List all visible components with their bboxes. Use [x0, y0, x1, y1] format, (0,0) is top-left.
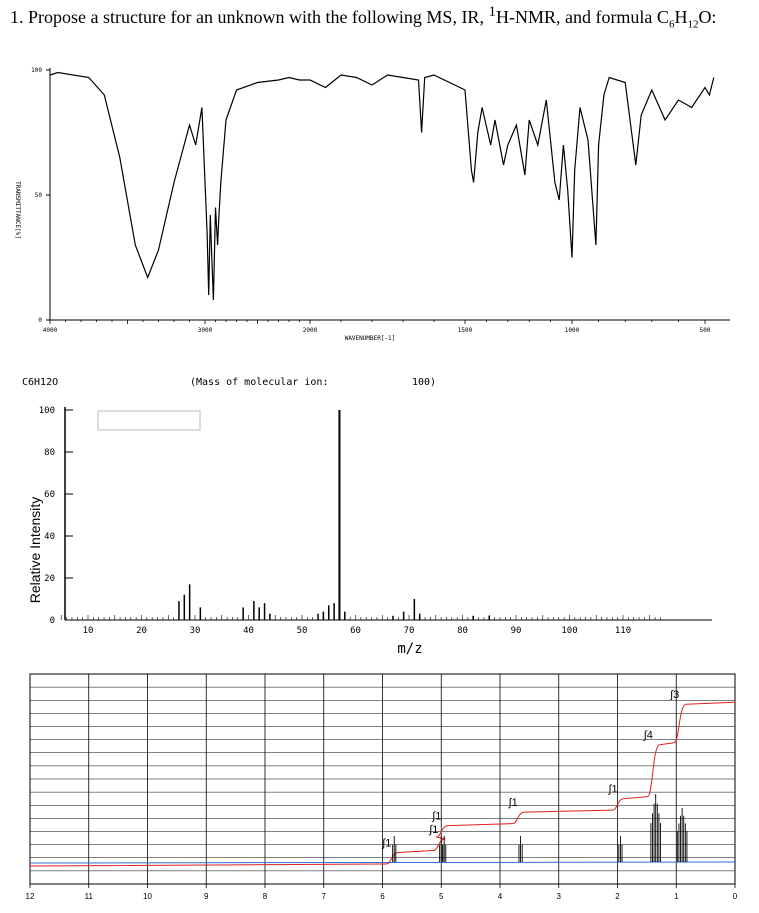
ms-x-tick-label: 20	[136, 626, 147, 636]
nmr-x-tick-label: 6	[380, 892, 385, 901]
formula-c-count: 6	[668, 18, 675, 31]
mass-spectrum: C6H12O (Mass of molecular ion: 100) Rela…	[22, 377, 712, 657]
ms-ylabel: Relative Intensity	[27, 497, 43, 604]
nmr-baseline	[29, 861, 736, 864]
nmr-x-tick-label: 0	[733, 892, 738, 901]
ms-blank-box	[97, 410, 201, 431]
ir-x-tick-label: 1500	[458, 327, 473, 334]
ir-y-axis: 100 50 0	[31, 67, 51, 324]
formula-h-count: 12	[687, 18, 699, 31]
nmr-integral-label: ∫4	[643, 730, 653, 742]
nmr-x-tick-label: 4	[498, 892, 503, 901]
formula-o: O:	[698, 7, 717, 27]
nmr-x-tick-label: 9	[204, 892, 209, 901]
ir-ylabel: TRANSMITTANCE[%]	[14, 181, 21, 239]
ms-x-tick-label: 60	[350, 626, 361, 636]
nmr-integral-label: ∫1	[428, 824, 438, 836]
ir-x-tick-label: 2000	[303, 327, 318, 334]
ms-x-tick-label: 80	[457, 626, 468, 636]
ms-y-tick-label: 60	[44, 490, 55, 500]
formula-h: H	[674, 7, 688, 27]
nmr-integral-label: ∫1	[431, 811, 441, 823]
nmr-x-tick-label: 12	[26, 892, 35, 901]
ir-x-tick-label: 4000	[43, 327, 58, 334]
ir-y-tick-label: 100	[31, 67, 42, 74]
nmr-integral-label: ∫3	[669, 689, 679, 701]
nmr-x-tick-label: 1	[674, 892, 679, 901]
nmr-spectrum: ∫1∫1∫1∫1∫1∫4∫3 12 11 10 9 8 7 6 5 4 3 2 1 0	[26, 673, 738, 901]
nmr-integral-label: ∫1	[508, 797, 518, 809]
nmr-x-tick-label: 10	[143, 892, 152, 901]
ms-y-axis: 0 20 40 60 80 100	[39, 406, 73, 626]
ms-y-tick-label: 0	[50, 616, 55, 626]
ir-x-tick-label: 1000	[565, 327, 580, 334]
nmr-x-tick-label: 2	[615, 892, 620, 901]
ms-xlabel: m/z	[397, 641, 422, 657]
ms-x-tick-label: 100	[561, 626, 577, 636]
ir-x-tick-label: 500	[700, 327, 711, 334]
ir-trace	[49, 71, 715, 301]
ms-header-mid: (Mass of molecular ion:	[190, 377, 328, 388]
nmr-integral-label: ∫1	[607, 784, 617, 796]
ir-xlabel: WAVENUMBER[-1]	[345, 335, 396, 342]
ir-x-tick-label: 3000	[198, 327, 213, 334]
ms-header-right: 100)	[412, 377, 436, 388]
nmr-integral-curve	[29, 701, 736, 867]
nmr-x-tick-label: 5	[439, 892, 444, 901]
ms-x-tick-label: 70	[404, 626, 415, 636]
nmr-peaks	[392, 794, 688, 862]
nmr-x-tick-label: 7	[322, 892, 327, 901]
ir-y-tick-label: 0	[38, 317, 42, 324]
ms-y-tick-label: 80	[44, 448, 55, 458]
ir-y-tick-label: 50	[35, 192, 43, 199]
question-mid: H-NMR, and formula C	[495, 7, 669, 27]
ms-y-tick-label: 20	[44, 574, 55, 584]
ms-peaks	[178, 410, 490, 620]
ms-y-tick-label: 40	[44, 532, 55, 542]
question-prefix: 1. Propose a structure for an unknown wi…	[10, 7, 489, 27]
ms-x-tick-label: 10	[83, 626, 94, 636]
nmr-x-tick-label: 8	[263, 892, 268, 901]
question-text: 1. Propose a structure for an unknown wi…	[10, 4, 716, 31]
question-superscript: 1	[488, 4, 496, 20]
nmr-x-tick-label: 11	[85, 892, 94, 901]
nmr-grid	[29, 673, 736, 885]
ms-x-tick-label: 40	[243, 626, 254, 636]
ms-x-tick-label: 90	[511, 626, 522, 636]
ir-x-axis: 4000 3000 2000 1500 1000 500	[43, 319, 730, 334]
nmr-integral-labels: ∫1∫1∫1∫1∫1∫4∫3	[381, 689, 679, 849]
ms-x-tick-label: 110	[615, 626, 631, 636]
ms-x-axis: 10 20 30 40 50 60 70 80 90 100 110	[60, 615, 712, 636]
nmr-x-tick-label: 3	[557, 892, 562, 901]
ms-x-tick-label: 30	[190, 626, 201, 636]
nmr-integral-label: ∫1	[381, 838, 391, 850]
ms-formula: C6H12O	[22, 377, 58, 388]
nmr-x-axis: 12 11 10 9 8 7 6 5 4 3 2 1 0	[26, 884, 738, 901]
ms-y-tick-label: 100	[39, 406, 55, 416]
ms-x-tick-label: 50	[297, 626, 308, 636]
